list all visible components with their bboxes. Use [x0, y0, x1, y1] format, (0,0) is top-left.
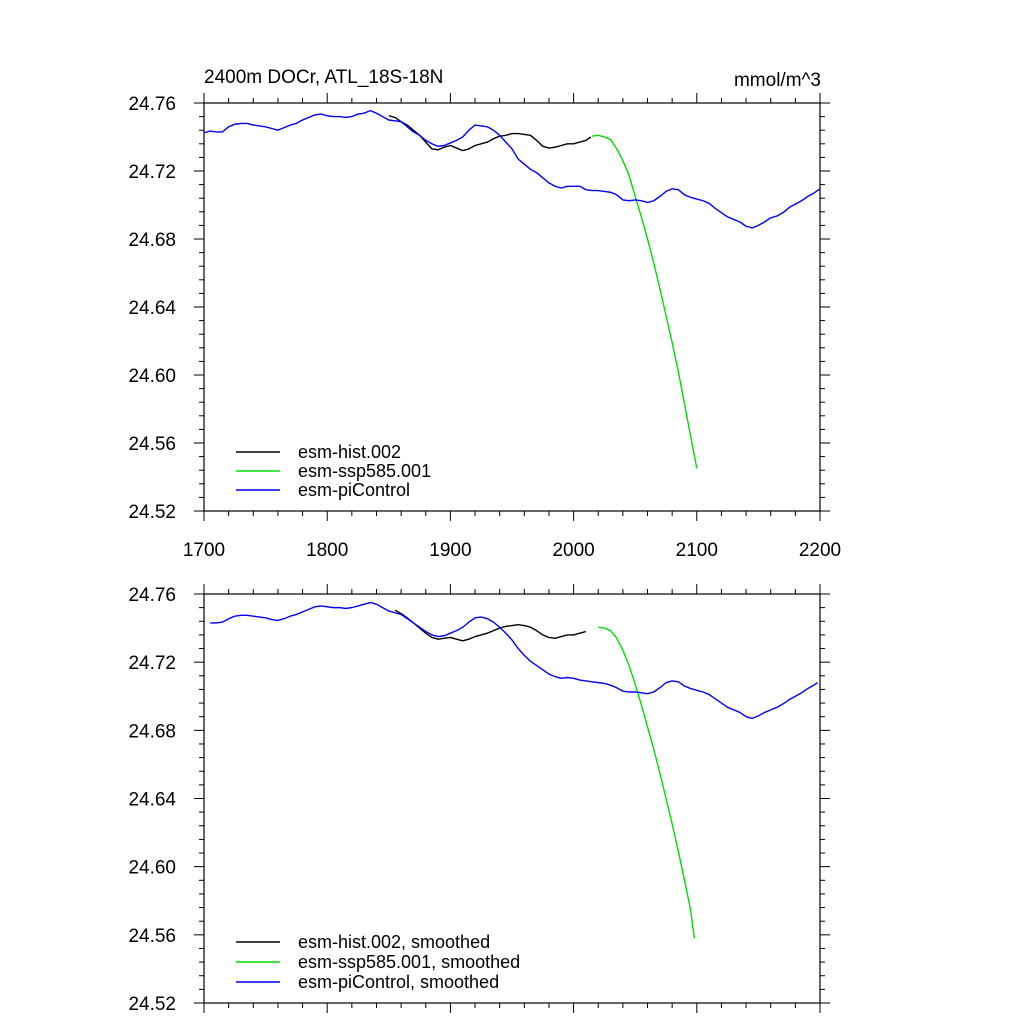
y-tick-label: 24.76 — [128, 585, 176, 606]
series-line-esm-hist — [388, 115, 592, 152]
legend-label-esm-piControl: esm-piControl — [298, 480, 410, 500]
y-tick-label: 24.64 — [128, 298, 176, 319]
y-tick-label: 24.76 — [128, 94, 176, 115]
x-tick-label: 2100 — [676, 540, 718, 561]
x-tick-label: 2200 — [799, 540, 841, 561]
y-tick-label: 24.64 — [128, 790, 176, 811]
x-tick-label: 1900 — [429, 540, 471, 561]
plot-frame — [203, 593, 821, 1004]
series-line-esm-piControl — [203, 109, 821, 229]
legend-label-esm-hist: esm-hist.002 — [298, 442, 401, 462]
plot-panel-1: 24.52 24.56 24.60 24.64 24.68 24.72 24.76 1700 1… — [128, 93, 841, 561]
y-tick-label: 24.68 — [128, 721, 176, 742]
y-tick-label: 24.72 — [128, 653, 176, 674]
series-line-esm-ssp585 — [598, 626, 696, 939]
y-tick-label: 24.68 — [128, 230, 176, 251]
y-tick-label: 24.60 — [128, 366, 176, 387]
legend-label-esm-piControl: esm-piControl, smoothed — [298, 972, 499, 992]
legend-label-esm-ssp585: esm-ssp585.001 — [298, 461, 431, 481]
y-tick-label: 24.56 — [128, 434, 176, 455]
legend-label-esm-ssp585: esm-ssp585.001, smoothed — [298, 952, 520, 972]
y-tick-label: 24.72 — [128, 162, 176, 183]
series-line-esm-ssp585 — [591, 134, 698, 469]
legend-label-esm-hist: esm-hist.002, smoothed — [298, 932, 490, 952]
y-tick-label: 24.60 — [128, 858, 176, 879]
x-tick-label: 2000 — [552, 540, 594, 561]
chart-title: 2400m DOCr, ATL_18S-18N — [204, 67, 443, 88]
plot-panel-2: 24.52 24.56 24.60 24.64 24.68 24.72 24.76 esm-h… — [128, 584, 830, 1015]
y-tick-label: 24.56 — [128, 926, 176, 947]
series-line-esm-piControl — [210, 601, 818, 720]
series-line-esm-hist — [394, 609, 587, 642]
plot-frame — [203, 102, 821, 512]
y-tick-label: 24.52 — [128, 502, 176, 523]
x-tick-label: 1700 — [183, 540, 225, 561]
x-tick-label: 1800 — [306, 540, 348, 561]
y-tick-label: 24.52 — [128, 994, 176, 1015]
units-label: mmol/m^3 — [734, 70, 821, 91]
